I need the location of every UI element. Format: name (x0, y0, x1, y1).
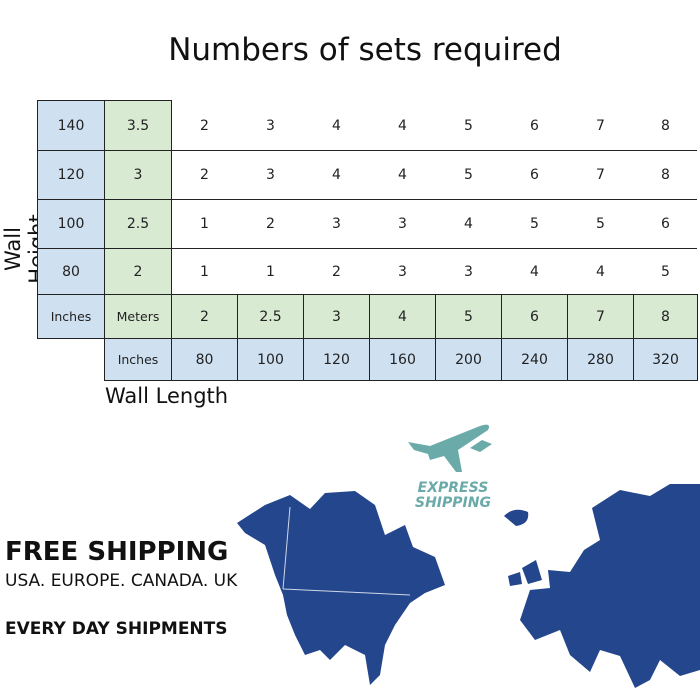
shipping-regions: USA. EUROPE. CANADA. UK (5, 571, 238, 591)
express-shipping-label: EXPRESS SHIPPING (415, 481, 491, 511)
sets-cell: 4 (398, 117, 407, 134)
height-inches-cell: 100 (37, 199, 105, 249)
sets-cell: 2 (200, 167, 209, 183)
height-inches-cell: 120 (37, 150, 105, 200)
sets-cell: 4 (464, 216, 473, 232)
sets-cell: 8 (661, 167, 670, 183)
height-inches-cell: 140 (37, 100, 105, 151)
sets-cell: 2 (200, 117, 209, 134)
sets-cell: 1 (200, 216, 209, 232)
length-meters-cell: 7 (567, 294, 634, 339)
meters-header: Meters (104, 294, 172, 339)
length-meters-cell: 6 (501, 294, 568, 339)
sets-cell: 4 (398, 167, 407, 183)
sets-cell: 5 (596, 216, 605, 232)
length-inches-cell: 120 (303, 338, 370, 381)
sets-cell: 7 (596, 117, 605, 134)
sets-cell: 3 (266, 117, 275, 134)
express-line1: EXPRESS (417, 480, 489, 496)
height-inches-header: Inches (37, 294, 105, 339)
europe-map (504, 484, 700, 688)
row-divider (171, 150, 697, 151)
sets-cell: 6 (530, 117, 539, 134)
height-meters-cell: 3 (104, 150, 172, 200)
length-inches-cell: 240 (501, 338, 568, 381)
length-meters-cell: 2 (171, 294, 238, 339)
height-meters-cell: 3.5 (104, 100, 172, 151)
sets-cell: 5 (530, 216, 539, 232)
length-meters-cell: 5 (435, 294, 502, 339)
sets-cell: 2 (332, 263, 341, 280)
length-inches-cell: 80 (171, 338, 238, 381)
sets-cell: 6 (661, 216, 670, 232)
length-inches-cell: 320 (633, 338, 698, 381)
length-meters-cell: 3 (303, 294, 370, 339)
sets-cell: 4 (332, 117, 341, 134)
sets-cell: 8 (661, 117, 670, 134)
wall-length-label: Wall Length (105, 384, 229, 408)
length-inches-cell: 200 (435, 338, 502, 381)
sets-cell: 4 (596, 263, 605, 280)
every-day-shipments: EVERY DAY SHIPMENTS (5, 619, 228, 639)
height-meters-cell: 2.5 (104, 199, 172, 249)
row-divider (171, 248, 697, 249)
sets-cell: 3 (464, 263, 473, 280)
sets-cell: 3 (266, 167, 275, 183)
sets-cell: 4 (332, 167, 341, 183)
length-meters-cell: 2.5 (237, 294, 304, 339)
sets-cell: 5 (661, 263, 670, 280)
sets-cell: 2 (266, 216, 275, 232)
length-meters-cell: 8 (633, 294, 698, 339)
sets-cell: 7 (596, 167, 605, 183)
row-divider (171, 199, 697, 200)
airplane-icon (408, 424, 492, 472)
length-meters-cell: 4 (369, 294, 436, 339)
page-title: Numbers of sets required (168, 32, 562, 68)
length-inches-cell: 100 (237, 338, 304, 381)
sets-cell: 1 (200, 263, 209, 280)
sets-cell: 3 (398, 216, 407, 232)
sets-cell: 1 (266, 263, 275, 280)
height-inches-cell: 80 (37, 248, 105, 295)
north-america-map (237, 491, 445, 685)
free-shipping-heading: FREE SHIPPING (5, 537, 229, 567)
sets-cell: 3 (398, 263, 407, 280)
sets-cell: 5 (464, 167, 473, 183)
length-inches-cell: 160 (369, 338, 436, 381)
express-line2: SHIPPING (415, 495, 491, 511)
sets-cell: 6 (530, 167, 539, 183)
height-meters-cell: 2 (104, 248, 172, 295)
sets-cell: 4 (530, 263, 539, 280)
sets-cell: 5 (464, 117, 473, 134)
length-inches-cell: 280 (567, 338, 634, 381)
length-inches-header: Inches (104, 338, 172, 381)
sets-cell: 3 (332, 216, 341, 232)
